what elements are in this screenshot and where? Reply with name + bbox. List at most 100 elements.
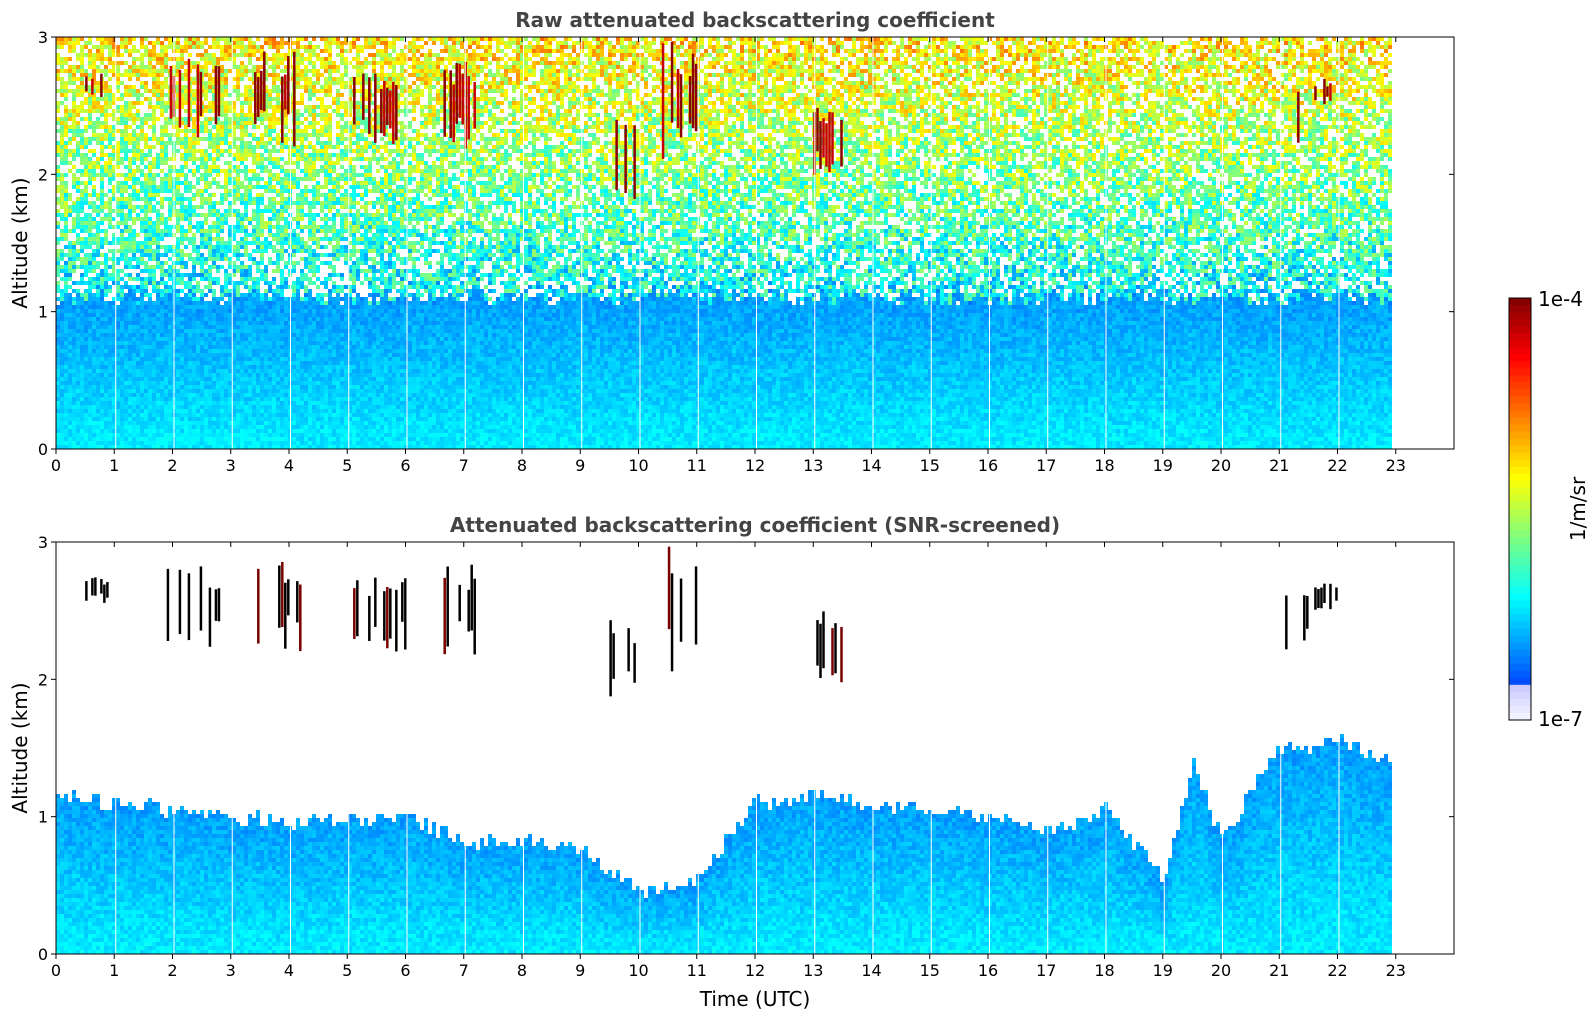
heatmap-cell xyxy=(84,385,88,389)
heatmap-cell xyxy=(240,117,244,121)
heatmap-cell xyxy=(192,81,196,85)
heatmap-cell xyxy=(104,393,108,397)
heatmap-cell xyxy=(152,157,156,161)
heatmap-cell xyxy=(76,281,80,285)
heatmap-cell xyxy=(120,133,124,137)
heatmap-cell xyxy=(188,393,192,397)
heatmap-cell xyxy=(248,117,252,121)
heatmap-cell xyxy=(80,173,84,177)
heatmap-cell xyxy=(204,57,208,61)
heatmap-cell xyxy=(200,341,204,345)
heatmap-cell xyxy=(124,41,128,45)
heatmap-cell xyxy=(252,365,256,369)
heatmap-cell xyxy=(144,389,148,393)
heatmap-cell xyxy=(140,301,144,305)
heatmap-cell xyxy=(180,157,184,161)
heatmap-cell xyxy=(200,293,204,297)
heatmap-cell xyxy=(212,193,216,197)
heatmap-cell xyxy=(144,117,148,121)
heatmap-cell xyxy=(124,317,128,321)
heatmap-cell xyxy=(60,121,64,125)
heatmap-cell xyxy=(92,57,96,61)
heatmap-cell xyxy=(224,429,228,433)
heatmap-cell xyxy=(260,337,264,341)
heatmap-cell xyxy=(188,185,192,189)
heatmap-cell xyxy=(116,341,120,345)
heatmap-cell xyxy=(216,221,220,225)
heatmap-cell xyxy=(188,53,192,57)
heatmap-cell xyxy=(192,197,196,201)
heatmap-cell xyxy=(252,145,256,149)
heatmap-cell xyxy=(252,421,256,425)
heatmap-cell xyxy=(236,253,240,257)
heatmap-cell xyxy=(64,233,68,237)
heatmap-cell xyxy=(208,153,212,157)
heatmap-cell xyxy=(240,237,244,241)
heatmap-cell xyxy=(140,393,144,397)
heatmap-cell xyxy=(128,205,132,209)
heatmap-cell xyxy=(200,325,204,329)
heatmap-cell xyxy=(108,373,112,377)
heatmap-cell xyxy=(208,105,212,109)
heatmap-cell xyxy=(96,229,100,233)
heatmap-cell xyxy=(64,149,68,153)
heatmap-cell xyxy=(248,305,252,309)
heatmap-cell xyxy=(220,105,224,109)
heatmap-cell xyxy=(104,193,108,197)
heatmap-cell xyxy=(224,309,228,313)
heatmap-cell xyxy=(180,261,184,265)
heatmap-cell xyxy=(88,293,92,297)
heatmap-cell xyxy=(180,369,184,373)
heatmap-cell xyxy=(164,77,168,81)
heatmap-cell xyxy=(196,289,200,293)
heatmap-cell xyxy=(224,193,228,197)
heatmap-cell xyxy=(156,229,160,233)
heatmap-cell xyxy=(128,149,132,153)
heatmap-cell xyxy=(72,357,76,361)
heatmap-cell xyxy=(128,217,132,221)
heatmap-cell xyxy=(268,329,272,333)
heatmap-cell xyxy=(108,357,112,361)
heatmap-cell xyxy=(152,289,156,293)
heatmap-cell xyxy=(164,233,168,237)
heatmap-cell xyxy=(100,189,104,193)
heatmap-cell xyxy=(84,405,88,409)
heatmap-cell xyxy=(124,201,128,205)
heatmap-cell xyxy=(260,413,264,417)
heatmap-cell xyxy=(104,369,108,373)
heatmap-cell xyxy=(96,405,100,409)
heatmap-cell xyxy=(216,385,220,389)
heatmap-cell xyxy=(228,101,232,105)
heatmap-cell xyxy=(244,301,248,305)
heatmap-cell xyxy=(100,373,104,377)
heatmap-cell xyxy=(216,393,220,397)
heatmap-cell xyxy=(184,341,188,345)
heatmap-cell xyxy=(188,213,192,217)
heatmap-cell xyxy=(264,425,268,429)
heatmap-cell xyxy=(68,229,72,233)
heatmap-cell xyxy=(256,261,260,265)
heatmap-cell xyxy=(88,353,92,357)
heatmap-cell xyxy=(128,237,132,241)
heatmap-cell xyxy=(220,429,224,433)
heatmap-cell xyxy=(144,333,148,337)
heatmap-cell xyxy=(144,185,148,189)
heatmap-cell xyxy=(168,141,172,145)
heatmap-cell xyxy=(140,277,144,281)
heatmap-cell xyxy=(208,417,212,421)
heatmap-cell xyxy=(168,317,172,321)
heatmap-cell xyxy=(244,129,248,133)
heatmap-cell xyxy=(208,425,212,429)
heatmap-cell xyxy=(72,113,76,117)
heatmap-cell xyxy=(128,169,132,173)
heatmap-cell xyxy=(92,217,96,221)
heatmap-cell xyxy=(208,233,212,237)
heatmap-cell xyxy=(124,153,128,157)
heatmap-cell xyxy=(92,177,96,181)
heatmap-cell xyxy=(84,361,88,365)
heatmap-cell xyxy=(96,345,100,349)
heatmap-cell xyxy=(144,317,148,321)
heatmap-cell xyxy=(224,349,228,353)
heatmap-cell xyxy=(200,173,204,177)
heatmap-cell xyxy=(252,309,256,313)
